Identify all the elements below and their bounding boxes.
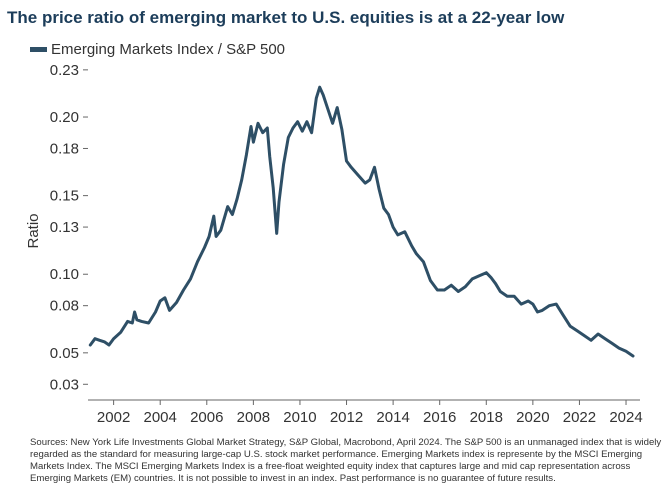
y-tick-label: 0.08 (50, 298, 79, 315)
y-tick-group: 0.23 0.20 0.18 0.15 0.13 0.10 0.08 0.05 0.03 (50, 62, 88, 393)
legend-swatch (30, 46, 47, 52)
x-tick-label: 2024 (609, 409, 642, 426)
y-tick-label: 0.15 (50, 188, 79, 205)
y-axis-label: Ratio (25, 213, 42, 248)
x-tick-label: 2004 (144, 409, 177, 426)
x-tick-label: 2016 (423, 409, 456, 426)
chart-plot: 0.23 0.20 0.18 0.15 0.13 0.10 0.08 0.05 0.03 200… (25, 62, 643, 426)
x-tick-label: 2002 (97, 409, 130, 426)
y-tick-label: 0.03 (50, 376, 79, 393)
series-line-em-sp500 (88, 85, 635, 358)
y-tick-label: 0.23 (50, 62, 79, 79)
x-tick-group: 2002 2004 2006 2008 2010 2012 2014 2016 2018 2020… (97, 400, 643, 426)
y-tick-label: 0.05 (50, 345, 79, 362)
x-tick-label: 2010 (283, 409, 316, 426)
legend: Emerging Markets Index / S&P 500 (30, 39, 285, 59)
x-tick-label: 2020 (516, 409, 549, 426)
x-tick-label: 2012 (330, 409, 363, 426)
footnote: Sources: New York Life Investments Globa… (30, 437, 662, 484)
legend-label: Emerging Markets Index / S&P 500 (51, 40, 286, 58)
x-tick-label: 2014 (376, 409, 409, 426)
x-tick-label: 2008 (237, 409, 270, 426)
x-tick-label: 2018 (470, 409, 503, 426)
y-tick-label: 0.20 (50, 109, 79, 126)
y-tick-label: 0.18 (50, 140, 79, 157)
y-tick-label: 0.10 (50, 266, 79, 283)
chart-title: The price ratio of emerging market to U.… (7, 8, 565, 27)
x-tick-label: 2006 (190, 409, 223, 426)
x-tick-label: 2022 (563, 409, 596, 426)
y-tick-label: 0.13 (50, 219, 79, 236)
